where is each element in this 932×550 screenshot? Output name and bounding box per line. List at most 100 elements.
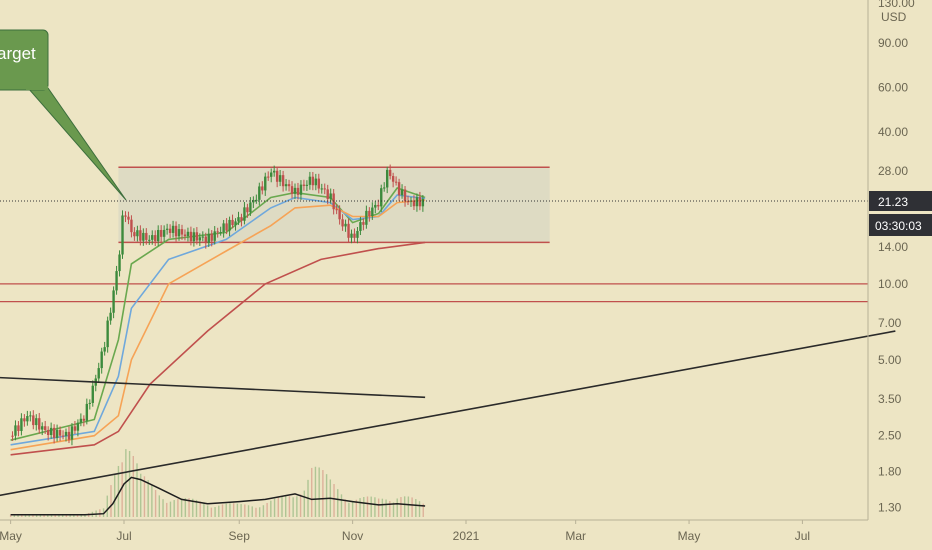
candle-body xyxy=(112,290,115,313)
price-axis-label: 130.00 xyxy=(878,0,915,10)
volume-bar xyxy=(54,514,56,517)
candle-body xyxy=(222,223,225,233)
candle-body xyxy=(49,427,53,435)
candle-body xyxy=(139,230,142,241)
volume-bar xyxy=(403,496,406,517)
volume-bar xyxy=(206,505,209,517)
volume-bar xyxy=(121,462,123,517)
callout-box[interactable] xyxy=(0,29,49,91)
candle-body xyxy=(347,223,350,238)
volume-pane xyxy=(9,449,426,517)
volume-bar xyxy=(236,503,239,517)
volume-bar xyxy=(214,507,216,517)
candle-body xyxy=(76,422,80,431)
volume-bar xyxy=(285,495,287,517)
candle-body xyxy=(377,204,380,207)
candle-body xyxy=(174,225,178,237)
candle-body xyxy=(41,426,44,430)
time-axis[interactable]: May Jul Sep Nov 2021 Mar May Jul xyxy=(0,519,868,543)
volume-bar xyxy=(311,467,313,517)
volume-bar xyxy=(173,500,175,517)
candle-body xyxy=(43,426,47,431)
volume-bar xyxy=(318,467,320,517)
candle-body xyxy=(350,233,353,238)
volume-bar xyxy=(47,514,49,517)
volume-bar xyxy=(292,497,294,517)
volume-bar xyxy=(396,498,398,517)
candle-body xyxy=(234,221,237,226)
candle-body xyxy=(341,219,344,227)
volume-bar xyxy=(58,514,60,517)
candle-body xyxy=(296,187,300,195)
candle-body xyxy=(252,199,255,203)
price-axis-label: 10.00 xyxy=(878,277,908,291)
volume-bar xyxy=(363,497,365,517)
price-axis-label: 7.00 xyxy=(878,316,902,330)
candle-body xyxy=(311,176,315,186)
volume-bar xyxy=(270,500,272,517)
volume-bar xyxy=(262,505,265,517)
candle-body xyxy=(255,199,258,201)
current-price-box-bg xyxy=(869,191,932,211)
callout-text: arget xyxy=(0,44,36,63)
volume-bar xyxy=(143,476,146,517)
volume-bar xyxy=(84,514,86,517)
trendline-ascending xyxy=(0,330,896,497)
price-axis[interactable]: USD 130.00 90.00 60.00 40.00 28.00 14.00 10.00… xyxy=(867,0,915,520)
candle-body xyxy=(258,186,261,200)
candlesticks xyxy=(11,164,425,446)
volume-bar xyxy=(258,507,261,517)
price-axis-label: 1.30 xyxy=(878,500,902,514)
candle-body xyxy=(100,351,103,369)
candle-body xyxy=(186,231,190,236)
candle-body xyxy=(29,415,32,417)
volume-bar xyxy=(288,496,291,517)
candle-body xyxy=(216,231,219,233)
candle-body xyxy=(82,418,86,421)
volume-bar xyxy=(344,499,346,517)
volume-bar xyxy=(325,474,328,517)
volume-bar xyxy=(366,496,369,517)
candle-body xyxy=(180,229,184,235)
candle-body xyxy=(270,172,273,177)
candle-body xyxy=(302,184,306,186)
volume-bar xyxy=(166,502,168,517)
candle-body xyxy=(261,186,264,191)
candle-body xyxy=(118,254,121,272)
volume-bar xyxy=(299,494,302,517)
candle-body xyxy=(380,188,383,207)
candle-body xyxy=(130,219,133,233)
time-axis-label: Jul xyxy=(795,529,810,543)
volume-bar xyxy=(244,504,246,517)
candle-body xyxy=(412,200,416,207)
candle-body xyxy=(326,189,329,200)
volume-bar xyxy=(333,484,335,517)
candle-body xyxy=(329,193,332,200)
volume-bar xyxy=(9,514,12,517)
candle-body xyxy=(314,178,318,186)
candle-body xyxy=(91,385,94,403)
candle-body xyxy=(133,232,136,237)
volume-bar xyxy=(221,504,224,517)
candle-body xyxy=(305,184,309,186)
trendline-descending xyxy=(0,376,426,399)
candle-body xyxy=(198,237,202,241)
candle-body xyxy=(106,320,109,348)
candle-body xyxy=(204,236,207,244)
volume-bar xyxy=(337,489,339,517)
candle-body xyxy=(323,188,326,190)
volume-bar xyxy=(73,514,75,517)
candle-body xyxy=(201,236,205,238)
price-axis-label: 40.00 xyxy=(878,125,908,139)
candle-body xyxy=(275,170,279,182)
candle-body xyxy=(231,219,234,226)
volume-bar xyxy=(136,463,138,517)
volume-bar xyxy=(210,507,213,517)
candle-body xyxy=(73,426,77,431)
volume-bar xyxy=(151,484,153,517)
volume-bar xyxy=(69,514,71,517)
candle-body xyxy=(165,228,169,230)
callout-group[interactable]: arget xyxy=(0,29,127,201)
candle-body xyxy=(148,239,151,241)
